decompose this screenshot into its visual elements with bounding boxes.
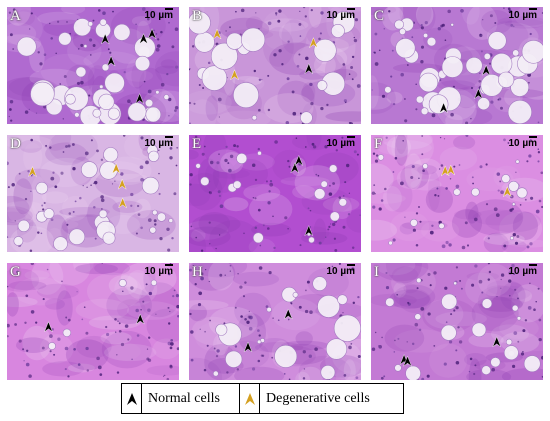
panel-letter-i: I xyxy=(374,264,379,280)
panel-a: A 10 µm xyxy=(7,7,179,124)
panel-i: I 10 µm xyxy=(371,263,543,380)
panel-h: H 10 µm xyxy=(189,263,361,380)
legend-label-degenerative: Degenerative cells xyxy=(266,390,370,406)
panel-c: C 10 µm xyxy=(371,7,543,124)
legend-label-normal: Normal cells xyxy=(148,390,220,406)
scale-label-f: 10 µm xyxy=(508,138,537,149)
scale-bar-b xyxy=(347,8,355,10)
scale-label-i: 10 µm xyxy=(508,266,537,277)
micrograph-e xyxy=(189,135,361,252)
panel-letter-f: F xyxy=(374,136,383,152)
micrograph-f xyxy=(371,135,543,252)
black-arrowhead-icon xyxy=(126,392,137,405)
legend-entry-degenerative: Degenerative cells xyxy=(240,384,403,413)
legend-swatch-normal xyxy=(122,384,142,413)
scale-bar-g xyxy=(165,264,173,266)
micrograph-c xyxy=(371,7,543,124)
panel-letter-e: E xyxy=(192,136,202,152)
scale-label-b: 10 µm xyxy=(326,10,355,21)
yellow-arrowhead-icon xyxy=(244,392,255,405)
scale-label-h: 10 µm xyxy=(326,266,355,277)
panel-e: E 10 µm xyxy=(189,135,361,252)
legend-swatch-degenerative xyxy=(240,384,260,413)
panel-b: B 10 µm xyxy=(189,7,361,124)
scale-label-d: 10 µm xyxy=(144,138,173,149)
scale-label-a: 10 µm xyxy=(144,10,173,21)
panel-letter-b: B xyxy=(192,8,203,24)
scale-bar-f xyxy=(529,136,537,138)
scale-bar-h xyxy=(347,264,355,266)
panel-letter-g: G xyxy=(10,264,21,280)
scale-label-c: 10 µm xyxy=(508,10,537,21)
panel-f: F 10 µm xyxy=(371,135,543,252)
panel-letter-h: H xyxy=(192,264,203,280)
panel-d: D 10 µm xyxy=(7,135,179,252)
panel-letter-c: C xyxy=(374,8,385,24)
scale-label-e: 10 µm xyxy=(326,138,355,149)
panel-g: G 10 µm xyxy=(7,263,179,380)
micrograph-h xyxy=(189,263,361,380)
panel-letter-d: D xyxy=(10,136,21,152)
micrograph-a xyxy=(7,7,179,124)
micrograph-i xyxy=(371,263,543,380)
scale-bar-e xyxy=(347,136,355,138)
scale-bar-i xyxy=(529,264,537,266)
micrograph-b xyxy=(189,7,361,124)
scale-bar-c xyxy=(529,8,537,10)
scale-bar-d xyxy=(165,136,173,138)
micrograph-g xyxy=(7,263,179,380)
scale-label-g: 10 µm xyxy=(144,266,173,277)
legend: Normal cells Degenerative cells xyxy=(121,383,404,414)
scale-bar-a xyxy=(165,8,173,10)
micrograph-d xyxy=(7,135,179,252)
panel-letter-a: A xyxy=(10,8,21,24)
legend-entry-normal: Normal cells xyxy=(122,384,240,413)
